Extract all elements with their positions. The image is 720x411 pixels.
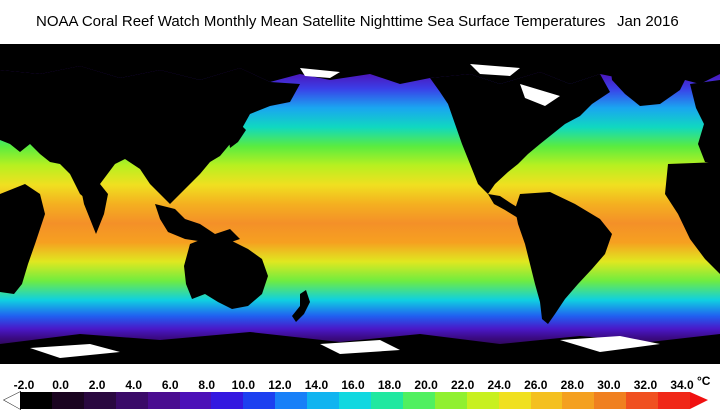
color-bar-segment [466, 392, 499, 409]
color-bar-segment [370, 392, 403, 409]
temperature-legend: -2.0 0.0 2.0 4.0 6.0 8.0 10.0 12.0 14.0 16.0 18.0 2… [0, 364, 720, 411]
legend-tick-label: 14.0 [304, 378, 329, 392]
legend-tick-label: 30.0 [597, 378, 621, 392]
legend-tick-label: 26.0 [524, 378, 548, 392]
map-title: NOAA Coral Reef Watch Monthly Mean Satel… [0, 0, 720, 44]
europe-land [690, 80, 720, 164]
africa-land [0, 184, 45, 294]
legend-max-arrow [690, 392, 708, 409]
legend-tick-label: 2.0 [88, 378, 106, 392]
legend-tick-label: 8.0 [198, 378, 216, 392]
legend-unit: °C [697, 374, 711, 388]
legend-tick-label: 12.0 [268, 378, 292, 392]
land-masses [0, 44, 720, 364]
title-text: NOAA Coral Reef Watch Monthly Mean Satel… [36, 13, 606, 30]
color-bar-segment [339, 392, 371, 409]
legend-tick-label: -2.0 [13, 378, 35, 392]
west-africa-land [665, 162, 720, 274]
color-bar-segment [275, 392, 308, 409]
color-bar-segment [626, 392, 659, 409]
legend-tick-label: 4.0 [125, 378, 142, 392]
color-bar-segment [562, 392, 595, 409]
legend-tick-label: 28.0 [560, 378, 585, 392]
india-land [82, 184, 108, 234]
color-bar-segment [211, 392, 244, 409]
color-bar-segment [51, 392, 84, 409]
legend-tick-label: 10.0 [231, 378, 256, 392]
south-america-land [515, 192, 612, 324]
greenland-land [610, 62, 690, 106]
color-bar-segment [307, 392, 340, 409]
eurasia-land [0, 66, 300, 204]
legend-tick-label: 22.0 [450, 378, 475, 392]
legend-tick-label: 34.0 [670, 378, 694, 392]
color-bar-segment [115, 392, 148, 409]
color-bar-segment [243, 392, 276, 409]
north-america-land [430, 72, 610, 194]
se-asia-land [155, 204, 240, 244]
color-bar-segment [402, 392, 435, 409]
sea-ice-north [300, 64, 560, 106]
color-bar [20, 392, 691, 409]
legend-tick-label: 24.0 [487, 378, 511, 392]
new-zealand-land [292, 290, 310, 322]
color-bar-segment [530, 392, 563, 409]
color-bar-segment [498, 392, 531, 409]
legend-tick-label: 20.0 [414, 378, 438, 392]
legend-tick-label: 32.0 [633, 378, 658, 392]
legend-tick-label: 0.0 [52, 378, 69, 392]
color-bar-segment [658, 392, 691, 409]
color-bar-segment [434, 392, 467, 409]
color-bar-segment [147, 392, 180, 409]
legend-min-arrow [4, 392, 20, 409]
title-date: Jan 2016 [617, 13, 679, 30]
australia-land [184, 236, 268, 309]
arctic-land [0, 44, 720, 84]
color-bar-segment [20, 392, 52, 409]
japan-land [228, 124, 246, 148]
legend-tick-label: 18.0 [377, 378, 402, 392]
sst-map [0, 44, 720, 364]
color-bar-segment [83, 392, 116, 409]
legend-tick-label: 16.0 [341, 378, 365, 392]
color-bar-segment [179, 392, 212, 409]
legend-tick-label: 6.0 [161, 378, 179, 392]
sea-ice-south [30, 336, 660, 358]
legend-ticks: -2.0 0.0 2.0 4.0 6.0 8.0 10.0 12.0 14.0 16.0 18.0 2… [0, 378, 720, 392]
color-bar-segment [594, 392, 627, 409]
